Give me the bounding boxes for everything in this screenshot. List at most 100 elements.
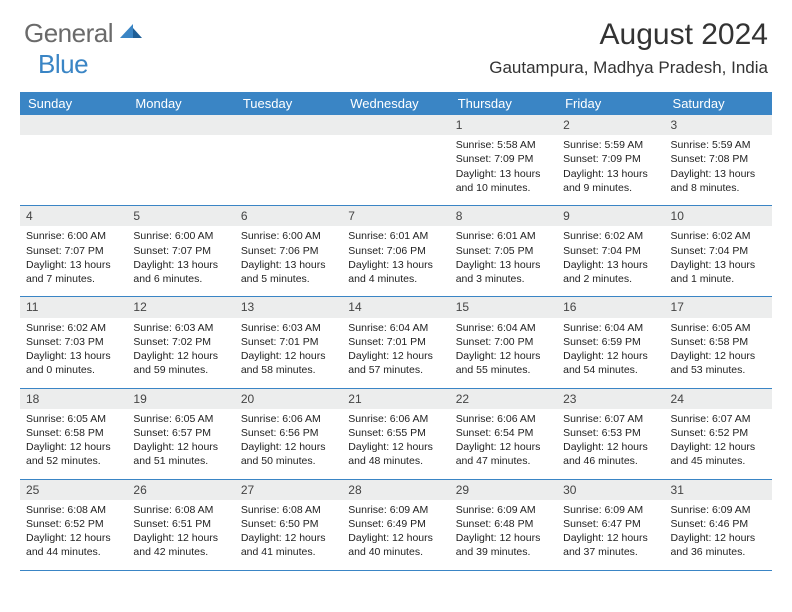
sunset-text: Sunset: 6:50 PM bbox=[241, 517, 336, 531]
day-number bbox=[20, 115, 127, 135]
sunrise-text: Sunrise: 6:03 AM bbox=[133, 321, 228, 335]
day-number: 10 bbox=[665, 206, 772, 226]
day-number: 21 bbox=[342, 389, 449, 409]
daylight-text: Daylight: 12 hours and 39 minutes. bbox=[456, 531, 551, 559]
daylight-text: Daylight: 12 hours and 41 minutes. bbox=[241, 531, 336, 559]
day-body bbox=[127, 135, 234, 205]
sunset-text: Sunset: 6:57 PM bbox=[133, 426, 228, 440]
day-body: Sunrise: 6:00 AMSunset: 7:07 PMDaylight:… bbox=[127, 226, 234, 296]
day-cell bbox=[127, 115, 234, 205]
day-body: Sunrise: 6:06 AMSunset: 6:54 PMDaylight:… bbox=[450, 409, 557, 479]
day-cell: 19Sunrise: 6:05 AMSunset: 6:57 PMDayligh… bbox=[127, 389, 234, 479]
daylight-text: Daylight: 12 hours and 48 minutes. bbox=[348, 440, 443, 468]
sunrise-text: Sunrise: 5:59 AM bbox=[671, 138, 766, 152]
daylight-text: Daylight: 13 hours and 8 minutes. bbox=[671, 167, 766, 195]
day-cell: 24Sunrise: 6:07 AMSunset: 6:52 PMDayligh… bbox=[665, 389, 772, 479]
sunset-text: Sunset: 7:00 PM bbox=[456, 335, 551, 349]
day-cell: 20 Sunrise: 6:06 AMSunset: 6:56 PMDayligh… bbox=[235, 389, 342, 479]
day-body: Sunrise: 6:07 AMSunset: 6:53 PMDaylight:… bbox=[557, 409, 664, 479]
daylight-text: Daylight: 12 hours and 44 minutes. bbox=[26, 531, 121, 559]
calendar: Sunday Monday Tuesday Wednesday Thursday… bbox=[20, 92, 772, 571]
day-number: 3 bbox=[665, 115, 772, 135]
sunrise-text: Sunrise: 6:04 AM bbox=[563, 321, 658, 335]
weeks-container: 1Sunrise: 5:58 AMSunset: 7:09 PMDaylight… bbox=[20, 115, 772, 571]
day-number bbox=[342, 115, 449, 135]
sunrise-text: Sunrise: 6:05 AM bbox=[133, 412, 228, 426]
day-number: 2 bbox=[557, 115, 664, 135]
day-cell bbox=[20, 115, 127, 205]
sunset-text: Sunset: 6:58 PM bbox=[26, 426, 121, 440]
day-body: Sunrise: 5:59 AMSunset: 7:09 PMDaylight:… bbox=[557, 135, 664, 205]
day-cell: 30Sunrise: 6:09 AMSunset: 6:47 PMDayligh… bbox=[557, 480, 664, 570]
logo-blue: Blue bbox=[38, 49, 88, 79]
day-body: Sunrise: 6:03 AMSunset: 7:02 PMDaylight:… bbox=[127, 318, 234, 388]
day-cell: 14Sunrise: 6:04 AMSunset: 7:01 PMDayligh… bbox=[342, 297, 449, 387]
day-number: 19 bbox=[127, 389, 234, 409]
day-body bbox=[342, 135, 449, 205]
day-number bbox=[235, 115, 342, 135]
day-header: Friday bbox=[557, 92, 664, 115]
day-number: 15 bbox=[450, 297, 557, 317]
sunrise-text: Sunrise: 6:00 AM bbox=[133, 229, 228, 243]
day-body: Sunrise: 6:09 AMSunset: 6:47 PMDaylight:… bbox=[557, 500, 664, 570]
day-number: 8 bbox=[450, 206, 557, 226]
day-body: Sunrise: 5:59 AMSunset: 7:08 PMDaylight:… bbox=[665, 135, 772, 205]
day-number: 12 bbox=[127, 297, 234, 317]
day-number: 26 bbox=[127, 480, 234, 500]
day-number: 9 bbox=[557, 206, 664, 226]
day-header: Saturday bbox=[665, 92, 772, 115]
day-cell: 5Sunrise: 6:00 AMSunset: 7:07 PMDaylight… bbox=[127, 206, 234, 296]
sunset-text: Sunset: 7:04 PM bbox=[671, 244, 766, 258]
day-body: Sunrise: 6:02 AMSunset: 7:03 PMDaylight:… bbox=[20, 318, 127, 388]
day-body: Sunrise: 6:04 AMSunset: 7:01 PMDaylight:… bbox=[342, 318, 449, 388]
day-body: Sunrise: 6:00 AMSunset: 7:06 PMDaylight:… bbox=[235, 226, 342, 296]
day-body: Sunrise: 6:04 AMSunset: 7:00 PMDaylight:… bbox=[450, 318, 557, 388]
daylight-text: Daylight: 13 hours and 7 minutes. bbox=[26, 258, 121, 286]
day-cell: 28Sunrise: 6:09 AMSunset: 6:49 PMDayligh… bbox=[342, 480, 449, 570]
sunrise-text: Sunrise: 6:00 AM bbox=[26, 229, 121, 243]
day-header: Wednesday bbox=[342, 92, 449, 115]
daylight-text: Daylight: 12 hours and 55 minutes. bbox=[456, 349, 551, 377]
logo-text-block: General Blue bbox=[24, 18, 142, 80]
sunrise-text: Sunrise: 6:06 AM bbox=[456, 412, 551, 426]
sunset-text: Sunset: 6:49 PM bbox=[348, 517, 443, 531]
sunrise-text: Sunrise: 6:06 AM bbox=[241, 412, 336, 426]
day-number: 20 bbox=[235, 389, 342, 409]
day-cell: 23Sunrise: 6:07 AMSunset: 6:53 PMDayligh… bbox=[557, 389, 664, 479]
daylight-text: Daylight: 12 hours and 58 minutes. bbox=[241, 349, 336, 377]
sunrise-text: Sunrise: 6:07 AM bbox=[671, 412, 766, 426]
sunrise-text: Sunrise: 6:01 AM bbox=[456, 229, 551, 243]
sunset-text: Sunset: 6:56 PM bbox=[241, 426, 336, 440]
day-body: Sunrise: 6:02 AMSunset: 7:04 PMDaylight:… bbox=[665, 226, 772, 296]
sunrise-text: Sunrise: 5:58 AM bbox=[456, 138, 551, 152]
day-body: Sunrise: 6:05 AMSunset: 6:58 PMDaylight:… bbox=[665, 318, 772, 388]
day-number: 22 bbox=[450, 389, 557, 409]
day-body: Sunrise: 6:09 AMSunset: 6:49 PMDaylight:… bbox=[342, 500, 449, 570]
day-body: Sunrise: 6:08 AMSunset: 6:51 PMDaylight:… bbox=[127, 500, 234, 570]
daylight-text: Daylight: 12 hours and 36 minutes. bbox=[671, 531, 766, 559]
sunset-text: Sunset: 7:07 PM bbox=[26, 244, 121, 258]
sunset-text: Sunset: 6:51 PM bbox=[133, 517, 228, 531]
daylight-text: Daylight: 12 hours and 57 minutes. bbox=[348, 349, 443, 377]
sunset-text: Sunset: 7:09 PM bbox=[563, 152, 658, 166]
sunset-text: Sunset: 6:47 PM bbox=[563, 517, 658, 531]
day-body: Sunrise: 5:58 AMSunset: 7:09 PMDaylight:… bbox=[450, 135, 557, 205]
day-cell: 26Sunrise: 6:08 AMSunset: 6:51 PMDayligh… bbox=[127, 480, 234, 570]
day-number: 25 bbox=[20, 480, 127, 500]
week-row: 11Sunrise: 6:02 AMSunset: 7:03 PMDayligh… bbox=[20, 297, 772, 388]
daylight-text: Daylight: 12 hours and 50 minutes. bbox=[241, 440, 336, 468]
logo-triangle-icon bbox=[120, 22, 142, 43]
day-cell: 15Sunrise: 6:04 AMSunset: 7:00 PMDayligh… bbox=[450, 297, 557, 387]
day-body: Sunrise: 6:04 AMSunset: 6:59 PMDaylight:… bbox=[557, 318, 664, 388]
daylight-text: Daylight: 12 hours and 40 minutes. bbox=[348, 531, 443, 559]
sunrise-text: Sunrise: 6:08 AM bbox=[133, 503, 228, 517]
sunrise-text: Sunrise: 6:04 AM bbox=[456, 321, 551, 335]
day-body: Sunrise: 6:08 AMSunset: 6:50 PMDaylight:… bbox=[235, 500, 342, 570]
day-cell: 31Sunrise: 6:09 AMSunset: 6:46 PMDayligh… bbox=[665, 480, 772, 570]
day-number: 17 bbox=[665, 297, 772, 317]
day-cell: 10Sunrise: 6:02 AMSunset: 7:04 PMDayligh… bbox=[665, 206, 772, 296]
sunset-text: Sunset: 7:06 PM bbox=[348, 244, 443, 258]
day-body: Sunrise: 6:03 AMSunset: 7:01 PMDaylight:… bbox=[235, 318, 342, 388]
sunrise-text: Sunrise: 6:01 AM bbox=[348, 229, 443, 243]
day-body: Sunrise: 6:05 AMSunset: 6:57 PMDaylight:… bbox=[127, 409, 234, 479]
